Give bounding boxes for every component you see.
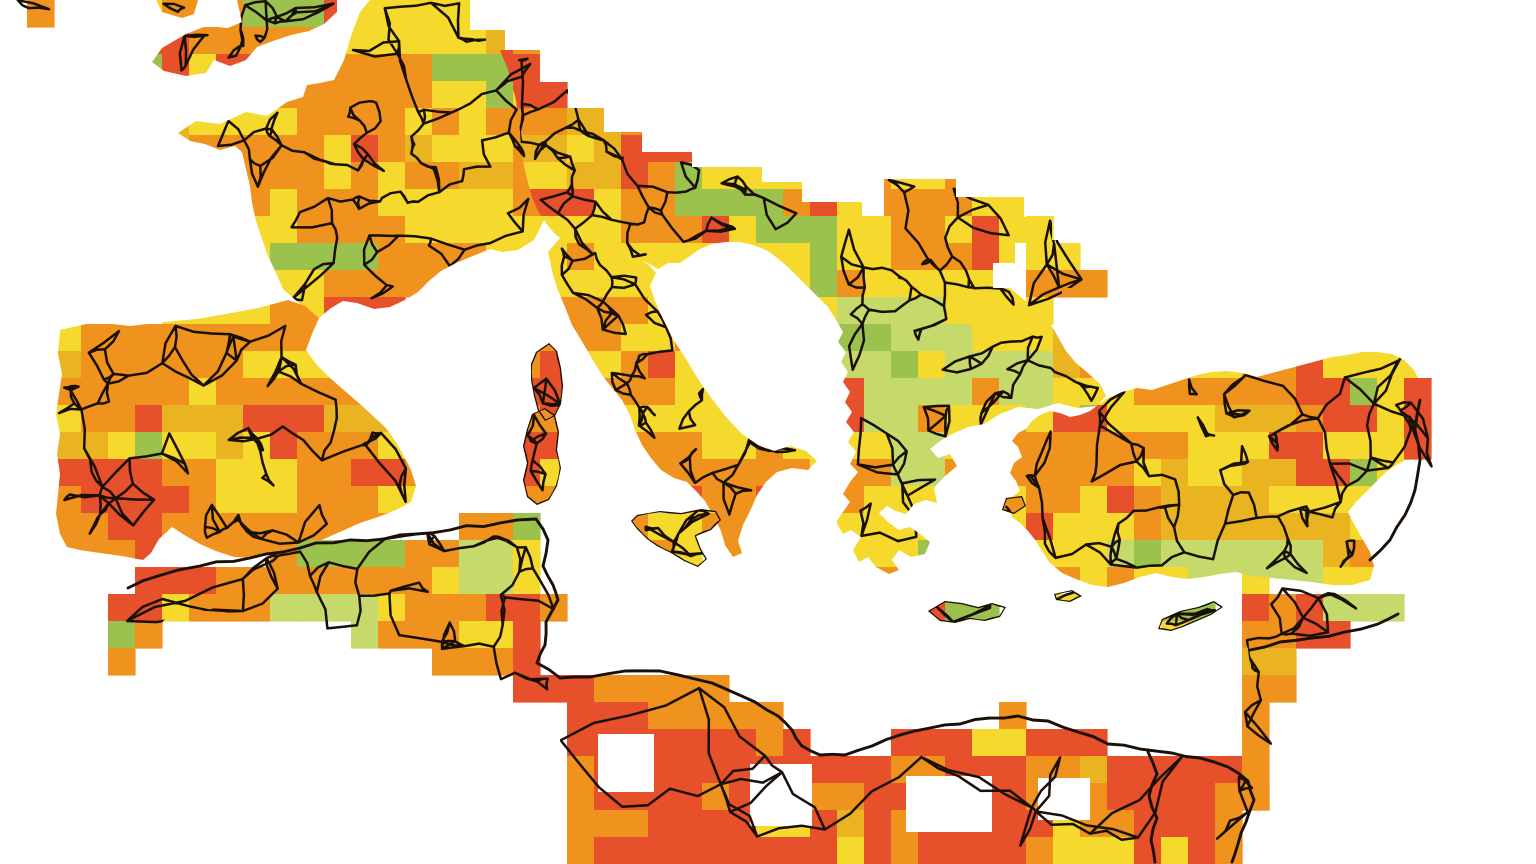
region-cells-black-sea-northeast-patch bbox=[1026, 216, 1108, 325]
road-network-gaul-france bbox=[216, 1, 532, 302]
region-cells-sardinia bbox=[523, 408, 561, 505]
no-data-holes-layer bbox=[598, 734, 1090, 832]
road-network-ireland-southeast-patch bbox=[16, 0, 51, 11]
road-network-central-europe-balkans-greece bbox=[517, 57, 1100, 543]
syria-inland-road bbox=[1248, 612, 1400, 652]
road-network-libya-egypt-coast bbox=[560, 686, 1183, 847]
road-network-wales-south-patch bbox=[162, 2, 186, 13]
road-network-crete bbox=[928, 601, 1006, 623]
africa-coast-road bbox=[126, 517, 1256, 864]
nile-road bbox=[1146, 750, 1159, 864]
region-cells-ireland-southeast-patch bbox=[27, 0, 55, 28]
road-network-black-sea-northeast-patch bbox=[1027, 219, 1083, 307]
road-network-britain-south bbox=[178, 0, 335, 72]
region-cells-rhodes bbox=[1054, 594, 1081, 602]
east-anatolia-road bbox=[1368, 398, 1422, 562]
road-network-layer bbox=[16, 0, 1433, 864]
road-network-maghreb-northwest-africa bbox=[125, 531, 555, 691]
road-network-iberia bbox=[57, 324, 408, 545]
